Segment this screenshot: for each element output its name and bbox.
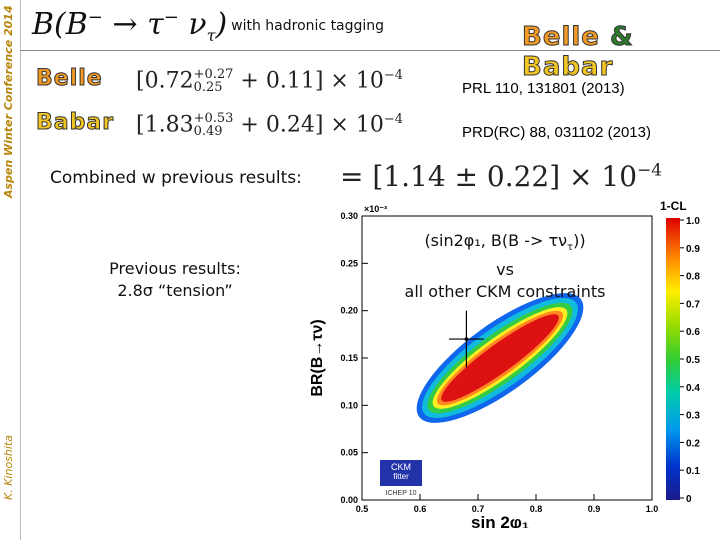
- title-subtitle: with hadronic tagging: [231, 18, 385, 34]
- ckmfitter-logo: CKM fitter ICHEP 10: [380, 460, 422, 497]
- colorbar-tick-label: 0.4: [686, 383, 700, 394]
- colorbar-tick-label: 0: [686, 494, 692, 505]
- y-tick-label: 0.05: [340, 448, 358, 458]
- combined-value: = [1.14 ± 0.22] × 10−4: [340, 160, 663, 193]
- y-tick-label: 0.15: [340, 353, 358, 363]
- y-exponent-label: ×10⁻³: [364, 204, 387, 214]
- colorbar-tick-label: 0.3: [686, 411, 700, 422]
- combined-text: Combined w previous results:: [50, 168, 302, 188]
- y-tick-label: 0.30: [340, 211, 358, 221]
- plot-annotation: (sin2φ₁, B(B -> τντ)) vs all other CKM c…: [380, 230, 630, 303]
- babar-result: [1.83 +0.53 0.49 + 0.24] × 10−4: [136, 111, 403, 140]
- svg-text:fitter: fitter: [393, 472, 409, 481]
- title-formula: B(B− → τ− ντ): [32, 7, 228, 45]
- previous-line2: 2.8σ “tension”: [117, 281, 233, 300]
- babar-label: Babar: [35, 110, 115, 136]
- point-marker: [464, 337, 469, 341]
- sidebar-divider: [20, 0, 21, 540]
- colorbar-label: 1-CL: [660, 199, 687, 213]
- colorbar-tick-label: 1.0: [686, 216, 700, 227]
- y-tick-label: 0.10: [340, 400, 358, 410]
- y-axis: 0.00 0.05 0.10 0.15 0.20 0.25 0.30: [340, 211, 368, 505]
- svg-text:CKM: CKM: [391, 462, 411, 472]
- title-divider: [20, 50, 720, 51]
- x-tick-label: 0.7: [472, 504, 485, 514]
- colorbar-tick-label: 0.7: [686, 299, 700, 310]
- colorbar-tick-label: 0.5: [686, 355, 700, 366]
- y-tick-label: 0.20: [340, 306, 358, 316]
- previous-line1: Previous results:: [109, 259, 241, 278]
- colorbar-tick-label: 0.2: [686, 438, 700, 449]
- y-tick-label: 0.25: [340, 258, 358, 268]
- x-tick-label: 0.9: [588, 504, 601, 514]
- previous-results: Previous results: 2.8σ “tension”: [80, 258, 270, 302]
- contour-band: [416, 293, 584, 423]
- colorbar-tick-label: 0.8: [686, 272, 700, 283]
- belle-reference: PRL 110, 131801 (2013): [462, 80, 625, 97]
- colorbar: [666, 218, 680, 500]
- colorbar-tick-label: 0.9: [686, 244, 700, 255]
- babar-reference: PRD(RC) 88, 031102 (2013): [462, 124, 651, 141]
- slide-title: B(B− → τ− ντ) with hadronic tagging: [32, 6, 384, 46]
- annotation-line2: vs: [496, 260, 514, 280]
- x-axis-label: sin 2φ₁: [471, 513, 529, 528]
- y-tick-label: 0.00: [340, 495, 358, 505]
- belle-babar-logo: Belle & Babar: [521, 22, 634, 83]
- conference-label: Aspen Winter Conference 2014: [2, 5, 15, 198]
- contour-red: [441, 314, 559, 402]
- belle-label: Belle: [36, 66, 103, 92]
- annotation-line3: all other CKM constraints: [404, 282, 606, 302]
- author-label: K. Kinoshita: [2, 435, 15, 500]
- sidebar: Aspen Winter Conference 2014 K. Kinoshit…: [0, 0, 20, 540]
- colorbar-tick-label: 0.6: [686, 327, 700, 338]
- colorbar-tick-label: 0.1: [686, 466, 700, 477]
- measurement-point: [449, 310, 484, 368]
- y-axis-label: BR(B→τν): [309, 319, 326, 396]
- annotation-line1: (sin2φ₁, B(B -> τντ)): [424, 231, 586, 254]
- belle-result: [0.72 +0.27 0.25 + 0.11] × 10−4: [136, 67, 403, 96]
- svg-text:ICHEP 10: ICHEP 10: [386, 490, 417, 497]
- ckm-plot: 0.5 0.6 0.7 0.8 0.9 1.0 0.000.050.100.150.200…: [309, 199, 700, 528]
- x-tick-label: 0.6: [414, 504, 427, 514]
- colorbar-ticks: 1.0 0.9 0.8 0.7 0.6 0.5 0.4 0.3 0.2 0.1 0: [680, 216, 700, 505]
- x-tick-label: 0.8: [530, 504, 543, 514]
- x-tick-label: 0.5: [356, 504, 369, 514]
- x-tick-label: 1.0: [646, 504, 659, 514]
- x-axis: 0.5 0.6 0.7 0.8 0.9 1.0: [356, 494, 659, 514]
